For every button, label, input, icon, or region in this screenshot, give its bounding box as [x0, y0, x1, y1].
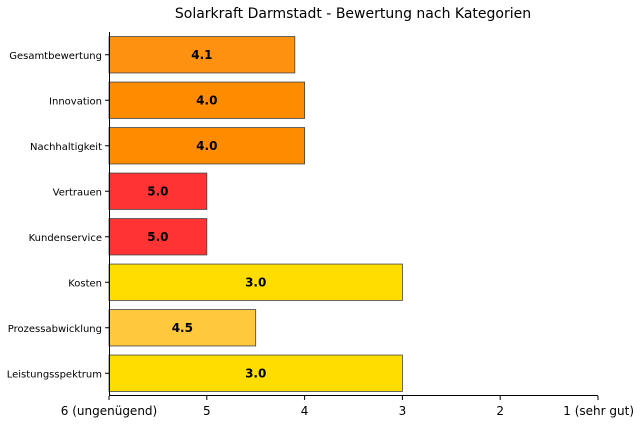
- category-label: Kosten: [68, 278, 102, 289]
- bar-nachhaltigkeit: [108, 127, 306, 165]
- x-tick-label: 1 (sehr gut): [563, 404, 634, 418]
- bars-layer: 4.1 4.0 4.0 5.0 5.0 3.0 4.5 3.0: [108, 36, 403, 392]
- category-label: Prozessabwicklung: [8, 324, 102, 335]
- bar-kosten: [108, 263, 403, 301]
- category-labels: Gesamtbewertung Innovation Nachhaltigkeit V…: [7, 51, 109, 380]
- category-label: Nachhaltigkeit: [30, 142, 102, 153]
- x-tick-label: 6 (ungenügend): [61, 404, 157, 418]
- x-tick-label: 5: [203, 404, 211, 418]
- x-axis: 6 (ungenügend) 5 4 3 2 1 (sehr gut): [61, 396, 634, 418]
- x-tick-label: 3: [399, 404, 407, 418]
- bar-value-label: 4.1: [191, 48, 212, 62]
- category-label: Vertrauen: [53, 187, 102, 198]
- bar-value-label: 4.0: [196, 139, 217, 153]
- x-tick-label: 2: [496, 404, 504, 418]
- x-tick-label: 4: [301, 404, 309, 418]
- bar-value-label: 4.0: [196, 93, 217, 107]
- bar-value-label: 3.0: [245, 275, 266, 289]
- bar-value-label: 5.0: [147, 230, 168, 244]
- bar-value-label: 4.5: [172, 321, 193, 335]
- bar-prozessabwicklung: [108, 309, 257, 347]
- bar-kundenservice: [108, 218, 208, 256]
- category-label: Leistungsspektrum: [7, 369, 102, 380]
- bar-value-label: 5.0: [147, 184, 168, 198]
- chart-title: Solarkraft Darmstadt - Bewertung nach Ka…: [175, 6, 531, 22]
- category-label: Gesamtbewertung: [9, 51, 102, 62]
- category-label: Kundenservice: [29, 233, 102, 244]
- category-label: Innovation: [49, 96, 102, 107]
- bar-value-label: 3.0: [245, 366, 266, 380]
- bar-vertrauen: [108, 172, 208, 210]
- bar-innovation: [108, 81, 306, 119]
- bar-gesamtbewertung: [108, 36, 296, 74]
